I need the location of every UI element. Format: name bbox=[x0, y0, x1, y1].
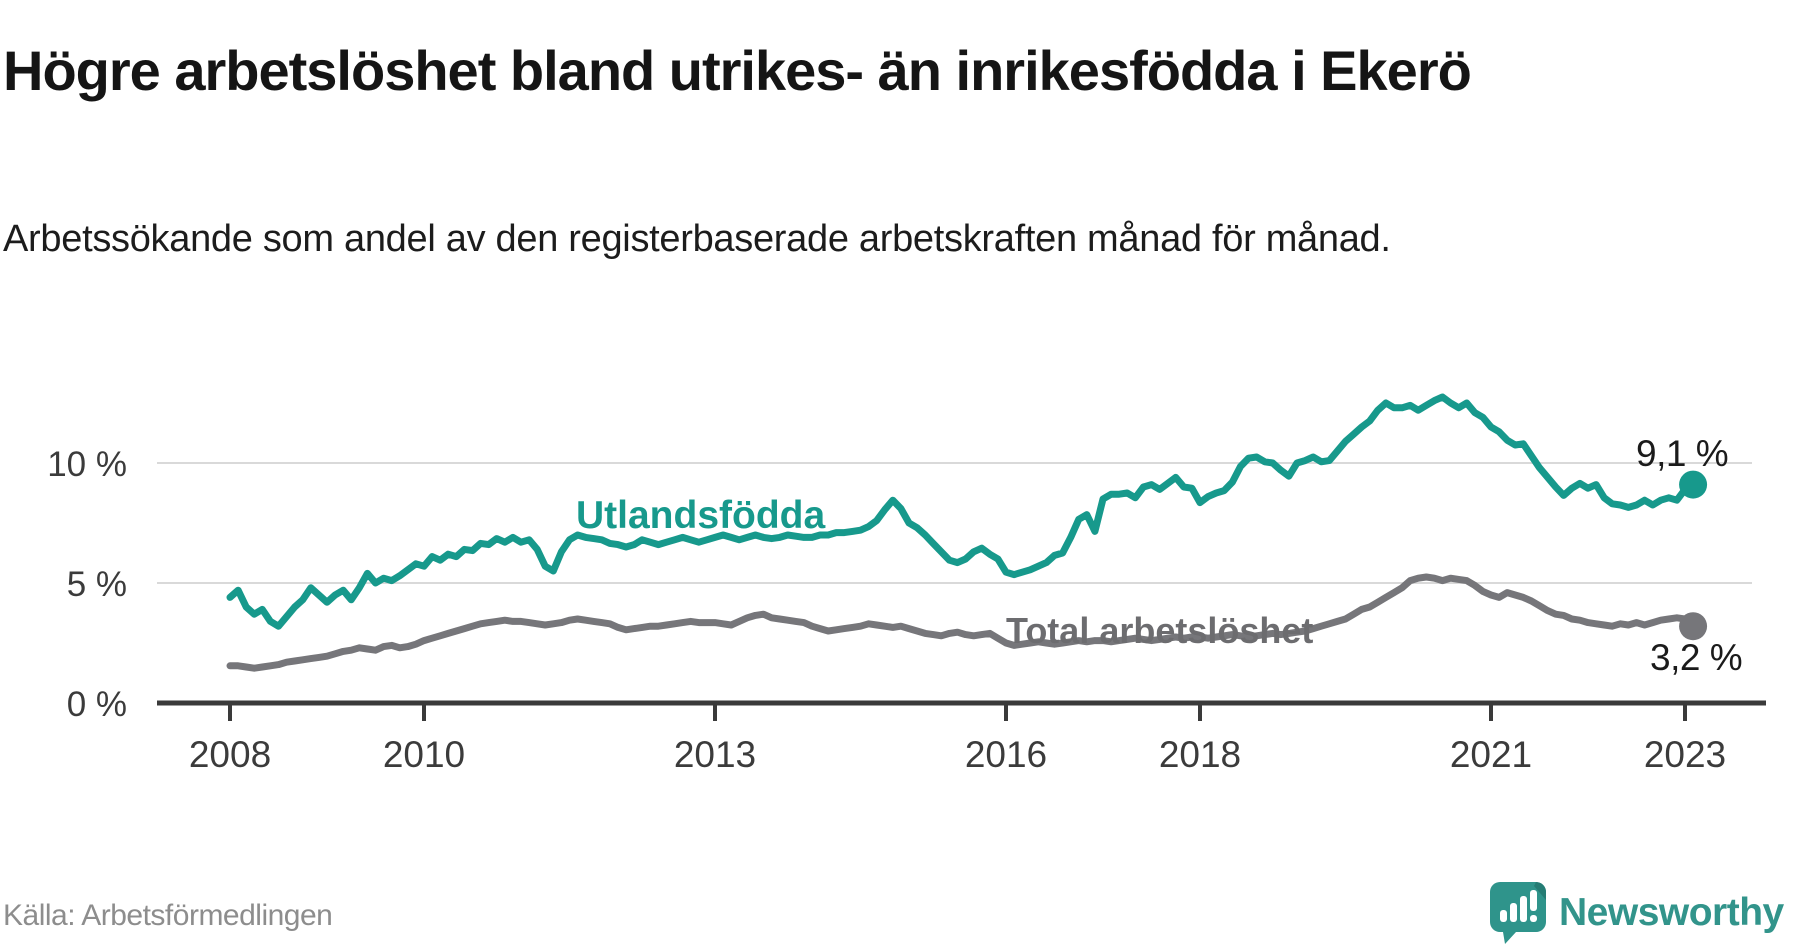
source-note: Källa: Arbetsförmedlingen bbox=[3, 899, 333, 932]
bar-1 bbox=[1500, 910, 1507, 922]
y-tick-label: 0 % bbox=[67, 685, 127, 724]
x-tick-label: 2016 bbox=[965, 734, 1047, 775]
end-dot-total bbox=[1679, 612, 1708, 641]
series-line-total bbox=[226, 573, 1697, 672]
chart-subtitle: Arbetssökande som andel av den registerb… bbox=[3, 218, 1391, 260]
newsworthy-wordmark: Newsworthy bbox=[1559, 891, 1784, 934]
newsworthy-logo: Newsworthy bbox=[1490, 882, 1784, 944]
x-tick-label: 2023 bbox=[1644, 734, 1726, 775]
chart-title: Högre arbetslöshet bland utrikes- än inr… bbox=[3, 38, 1472, 102]
bar-3 bbox=[1520, 896, 1527, 922]
bar-2 bbox=[1510, 903, 1517, 922]
end-dot-utlandsfodda bbox=[1679, 470, 1708, 499]
newsworthy-bubble-icon bbox=[1490, 882, 1546, 944]
x-tick-label: 2010 bbox=[383, 734, 465, 775]
x-tick-label: 2013 bbox=[674, 734, 756, 775]
end-value-label-utlandsfodda: 9,1 % bbox=[1636, 433, 1729, 474]
y-tick-label: 5 % bbox=[67, 565, 127, 604]
x-tick-label: 2008 bbox=[189, 734, 271, 775]
end-value-label-total: 3,2 % bbox=[1650, 637, 1743, 678]
x-tick-label: 2021 bbox=[1450, 734, 1532, 775]
exclamation-bar bbox=[1530, 890, 1537, 911]
exclamation-dot bbox=[1530, 915, 1537, 922]
series-line-utlandsfodda bbox=[226, 393, 1697, 630]
y-tick-label: 10 % bbox=[47, 445, 127, 484]
series-label-utlandsfodda: Utlandsfödda bbox=[576, 494, 826, 537]
series-label-total-arbetsloshet: Total arbetslöshet bbox=[1006, 610, 1314, 651]
x-tick-label: 2018 bbox=[1159, 734, 1241, 775]
